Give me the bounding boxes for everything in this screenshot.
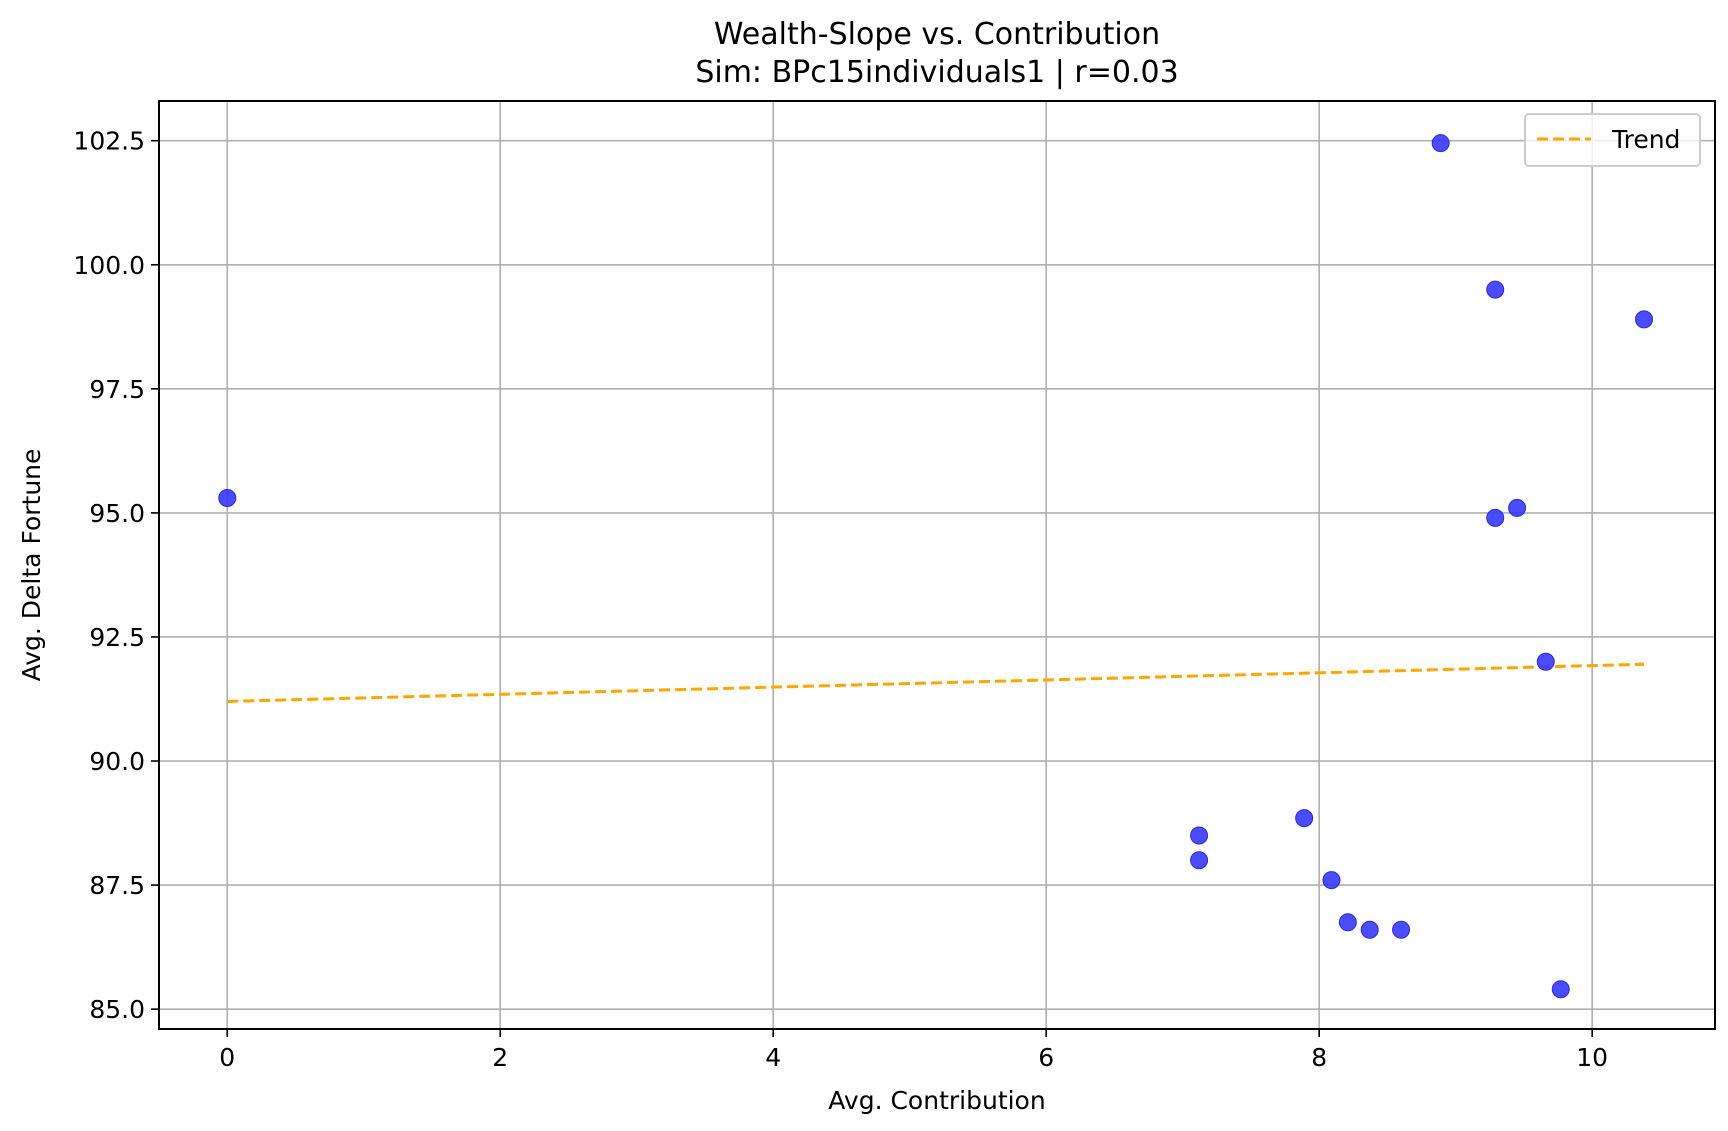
x-axis-label: Avg. Contribution <box>828 1086 1045 1115</box>
chart-title: Wealth-Slope vs. Contribution <box>714 17 1160 52</box>
data-point <box>1190 826 1209 845</box>
data-point <box>1635 310 1654 329</box>
plot-frame <box>158 100 1716 1030</box>
x-tick-label: 8 <box>1311 1043 1327 1072</box>
data-point <box>1551 980 1570 999</box>
x-tick-label: 4 <box>765 1043 781 1072</box>
y-axis-label: Avg. Delta Fortune <box>17 449 46 682</box>
x-tick-label: 2 <box>492 1043 508 1072</box>
x-tick-label: 0 <box>219 1043 235 1072</box>
data-point <box>1360 920 1379 939</box>
x-axis-ticks: 0 2 4 6 8 10 <box>219 1029 1608 1072</box>
y-tick-label: 85.0 <box>89 995 145 1024</box>
trend-line <box>227 662 1645 703</box>
y-tick-label: 102.5 <box>73 127 145 156</box>
data-point <box>1508 498 1527 517</box>
y-tick-label: 87.5 <box>89 871 145 900</box>
data-point <box>218 489 237 508</box>
data-point <box>1486 280 1505 299</box>
data-point <box>1295 809 1314 828</box>
data-point <box>1486 508 1505 527</box>
x-tick-label: 6 <box>1038 1043 1054 1072</box>
y-tick-label: 100.0 <box>73 251 145 280</box>
y-tick-label: 90.0 <box>89 747 145 776</box>
legend-trend-label: Trend <box>1611 125 1680 154</box>
y-axis-ticks: 85.0 87.5 90.0 92.5 95.0 97.5 100.0 102.5 <box>73 127 159 1024</box>
data-point <box>1536 652 1555 671</box>
y-tick-label: 92.5 <box>89 623 145 652</box>
data-point <box>1431 134 1450 153</box>
data-point <box>1190 851 1209 870</box>
y-tick-label: 95.0 <box>89 499 145 528</box>
chart-subtitle: Sim: BPc15individuals1 | r=0.03 <box>695 55 1178 90</box>
grid <box>159 101 1715 1029</box>
y-tick-label: 97.5 <box>89 375 145 404</box>
points-layer <box>218 134 1654 999</box>
legend: Trend <box>1524 113 1701 167</box>
data-point <box>1392 920 1411 939</box>
data-point <box>1322 871 1341 890</box>
trend-line-layer <box>227 662 1645 703</box>
legend-box <box>1524 113 1701 167</box>
data-point <box>1338 913 1357 932</box>
x-tick-label: 10 <box>1576 1043 1608 1072</box>
